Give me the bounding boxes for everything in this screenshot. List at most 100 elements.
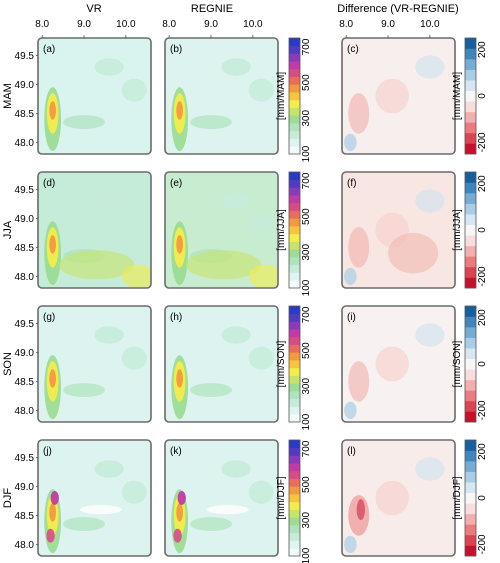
colorbar-swatch: [289, 383, 300, 392]
colorbar-swatch: [289, 264, 300, 273]
field-patch: [190, 383, 232, 398]
field-patch: [190, 115, 232, 130]
colorbar-swatch: [289, 478, 300, 487]
field-patch: [348, 93, 370, 134]
y-tick-label: 49.5: [15, 319, 35, 330]
colorbar-tick-label: 0: [477, 361, 488, 367]
colorbar-tick-label: -200: [477, 534, 488, 554]
colorbar-swatch: [289, 280, 300, 289]
panel-frame: [164, 439, 279, 557]
colorbar-swatch: [289, 501, 300, 510]
colorbar-swatch: [289, 210, 300, 219]
colorbar-swatch: [465, 69, 476, 81]
y-tick-label: 49.5: [15, 185, 35, 196]
colorbar-unit: [mm/JJA]: [452, 209, 463, 251]
colorbar-swatch: [289, 115, 300, 124]
field-patch: [94, 192, 124, 210]
colorbar-swatch: [289, 548, 300, 557]
colorbar-tick-label: 300: [301, 512, 312, 529]
y-tick-label: 48.5: [15, 511, 35, 522]
colorbar-swatch: [465, 379, 476, 391]
map-field: [38, 38, 151, 154]
colorbar-swatch: [465, 203, 476, 215]
colorbar-tick-label: 0: [477, 93, 488, 99]
colorbar-swatch: [289, 172, 300, 181]
colorbar-tick-label: -200: [477, 266, 488, 286]
colorbar-swatch: [465, 450, 476, 462]
field-patch: [177, 491, 186, 505]
colorbar-swatch: [465, 193, 476, 204]
field-patch: [375, 346, 409, 382]
colorbar-swatch: [465, 143, 476, 155]
field-patch: [121, 264, 151, 288]
colorbar-swatch: [465, 306, 476, 317]
colorbar-frame: [464, 305, 477, 423]
colorbar-swatch: [289, 367, 300, 376]
field-patch: [375, 480, 409, 516]
column-title-0: VR: [86, 3, 101, 15]
field-patch: [415, 189, 445, 213]
field-patch: [176, 235, 183, 254]
colorbars: 100 300 500 700 [mm/MAM] 200 0 -200 [mm/MAM] 100 3…: [276, 37, 488, 563]
colorbar-swatch: [465, 492, 476, 504]
colorbar-tick-label: -200: [477, 132, 488, 152]
colorbar-tick-label: 500: [301, 208, 312, 225]
colorbar-swatch: [289, 329, 300, 338]
field-patch: [248, 480, 274, 504]
field-patch: [221, 58, 251, 76]
y-tick-label: 48.5: [15, 243, 35, 254]
map-field: [165, 172, 278, 288]
colorbar-tick-label: 0: [477, 495, 488, 501]
colorbar-tick-label: 100: [301, 547, 312, 563]
colorbar-tick-label: 500: [301, 74, 312, 91]
colorbar-swatch: [465, 369, 476, 381]
map-panels: (a) (b) (c) (d) (e) (f) (g) (h) (i) (j) (k) (l): [37, 37, 456, 557]
field-patch: [176, 101, 183, 120]
colorbar-swatch: [289, 391, 300, 400]
colorbar-swatch: [289, 218, 300, 227]
colorbar-unit: [mm/SON]: [276, 340, 287, 387]
colorbar-swatch: [465, 411, 476, 423]
colorbar-swatch: [289, 233, 300, 242]
colorbar-swatch: [289, 202, 300, 211]
colorbar-swatch: [465, 513, 476, 525]
colorbar-swatch: [465, 277, 476, 289]
colorbar-swatch: [289, 249, 300, 258]
row-label-2: SON: [2, 352, 14, 376]
map-field: [165, 38, 278, 154]
panel-label: (g): [43, 312, 55, 323]
field-patch: [49, 101, 56, 120]
field-patch: [348, 227, 370, 268]
colorbar-tick-label: 200: [477, 41, 488, 58]
x-tick-label: 8.0: [162, 19, 176, 30]
colorbar-swatch: [289, 375, 300, 384]
map-field: [342, 172, 455, 288]
colorbar-unit: [mm/DJF]: [276, 476, 287, 520]
colorbar-frame: [464, 171, 477, 289]
panel-label: (h): [170, 312, 182, 323]
y-tick-label: 49.0: [15, 80, 35, 91]
colorbar-swatch: [465, 111, 476, 123]
panel-label: (i): [347, 312, 356, 323]
colorbar-swatch: [465, 348, 476, 360]
colorbar-swatch: [289, 76, 300, 85]
colorbar-frame: [464, 37, 477, 155]
colorbar-swatch: [465, 503, 476, 515]
field-patch: [221, 192, 251, 210]
colorbar-unit: [mm/JJA]: [276, 209, 287, 251]
field-patch: [248, 264, 278, 288]
field-patch: [49, 235, 56, 254]
x-tick-label: 9.0: [204, 19, 218, 30]
field-patch: [388, 232, 439, 274]
colorbar-unit: [mm/MAM]: [452, 72, 463, 121]
colorbar-tick-label: 300: [301, 244, 312, 261]
field-patch: [248, 212, 274, 236]
y-tick-label: 49.0: [15, 482, 35, 493]
colorbar-tick-label: 300: [301, 378, 312, 395]
row-label-3: DJF: [2, 488, 14, 508]
field-patch: [121, 212, 147, 236]
colorbar-swatch: [465, 224, 476, 236]
colorbar-swatch: [465, 337, 476, 349]
colorbar-swatch: [289, 532, 300, 541]
y-tick-label: 49.5: [15, 453, 35, 464]
